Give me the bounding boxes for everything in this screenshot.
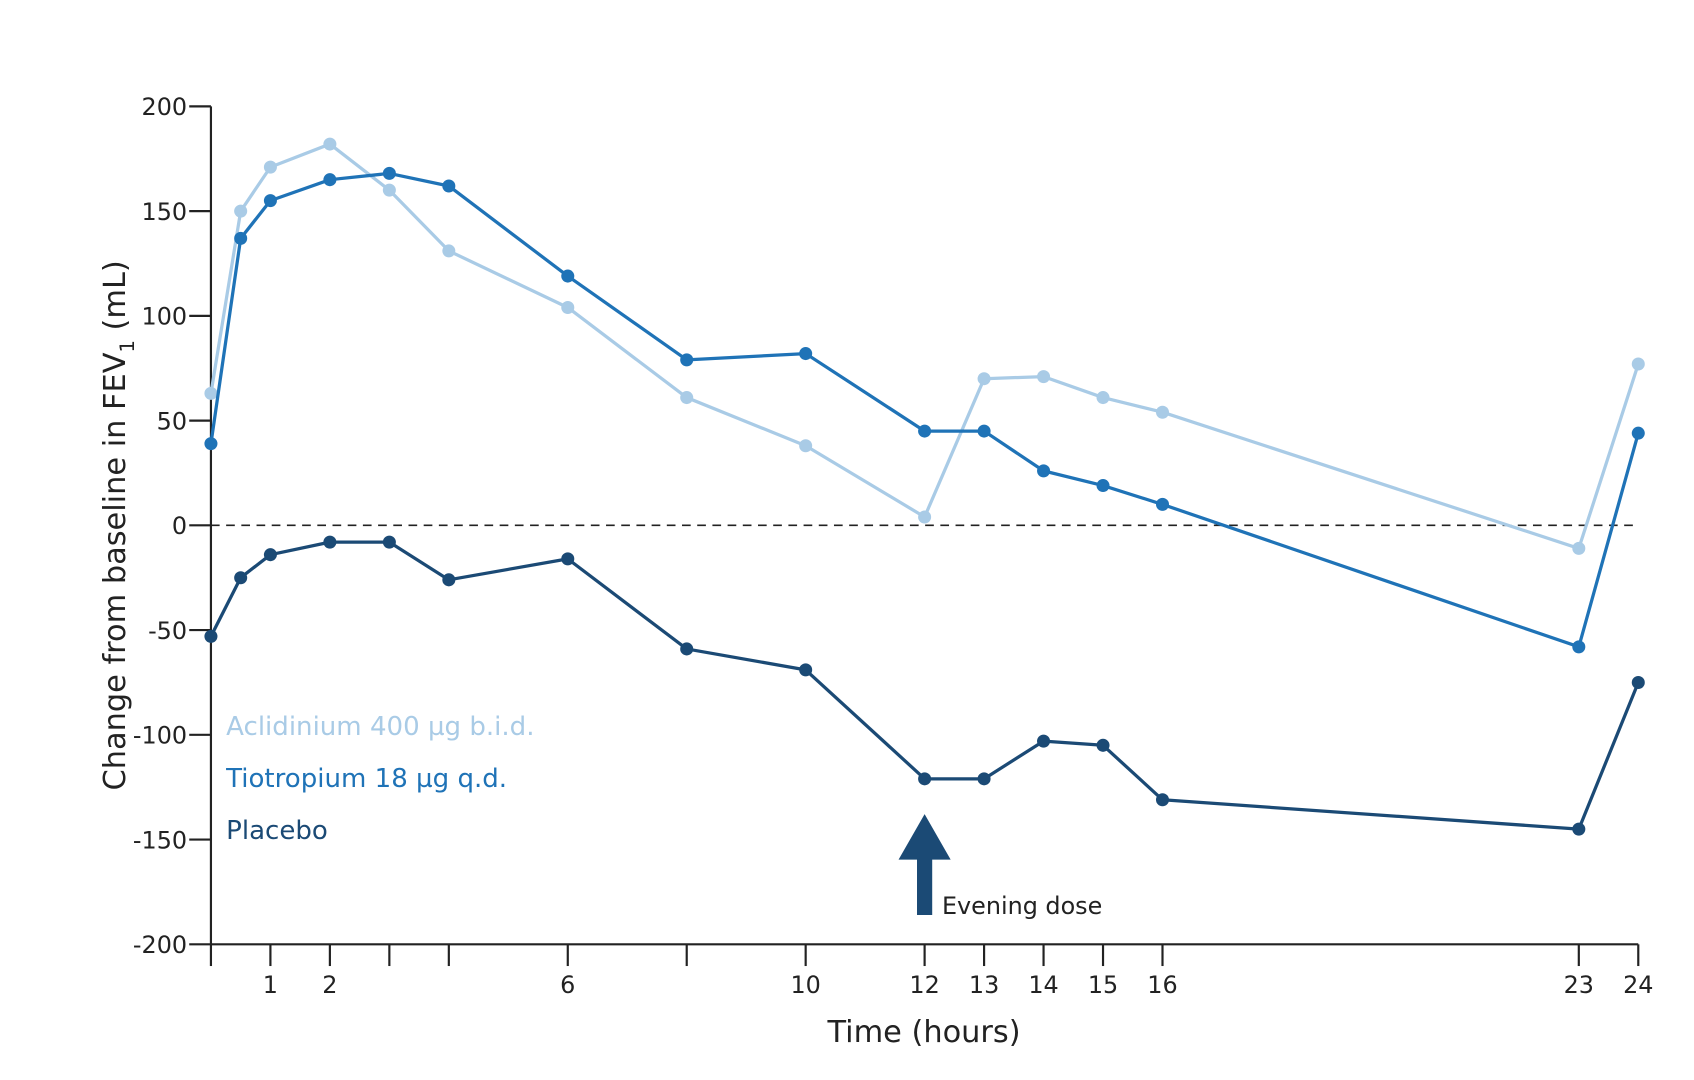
data-point — [1037, 734, 1051, 748]
x-tick-label: 1 — [263, 971, 278, 999]
series-line — [209, 540, 1640, 831]
data-point — [1096, 738, 1110, 752]
legend-entry: Aclidinium 400 µg b.i.d. — [226, 712, 534, 742]
data-point — [263, 160, 277, 174]
data-point — [680, 391, 694, 405]
data-point — [799, 663, 813, 677]
data-point — [1155, 405, 1170, 419]
y-tick-label: 200 — [142, 93, 188, 121]
legend-entry: Tiotropium 18 µg q.d. — [225, 764, 507, 794]
data-point — [977, 424, 991, 438]
y-tick-label: 100 — [142, 303, 188, 331]
data-point — [799, 347, 813, 361]
data-point — [1572, 640, 1586, 654]
legend: Aclidinium 400 µg b.i.d. Tiotropium 18 µg… — [225, 712, 534, 846]
y-tick-label: -200 — [133, 931, 187, 959]
data-point — [1155, 793, 1170, 807]
data-point — [1037, 464, 1051, 478]
legend-entry: Placebo — [226, 816, 328, 846]
data-point — [799, 439, 813, 453]
data-point — [918, 424, 932, 438]
x-tick-label: 24 — [1623, 971, 1653, 999]
data-point — [918, 510, 932, 524]
y-tick-label: 0 — [172, 512, 187, 540]
data-point — [382, 166, 396, 180]
data-point — [1631, 357, 1645, 371]
x-tick-label: 12 — [909, 971, 939, 999]
data-point — [561, 552, 575, 566]
data-point — [1096, 479, 1110, 493]
data-point — [1037, 370, 1051, 384]
x-axis-title: Time (hours) — [827, 1015, 1021, 1050]
y-tick-label: 150 — [142, 198, 188, 226]
data-point — [323, 137, 337, 151]
data-point — [234, 204, 248, 218]
evening-dose-annotation: Evening dose — [898, 814, 1102, 920]
y-tick-label: -150 — [133, 826, 187, 854]
x-tick-label: 2 — [322, 971, 337, 999]
data-point — [561, 269, 575, 283]
data-point — [1631, 675, 1645, 689]
y-axis-title: Change from baseline in FEV1 (mL) — [98, 260, 139, 790]
x-tick-label: 23 — [1564, 971, 1594, 999]
data-point — [263, 194, 277, 208]
data-point — [234, 571, 248, 585]
y-tick-label: 50 — [157, 407, 187, 435]
x-tick-label: 6 — [560, 971, 575, 999]
y-tick-label: -100 — [133, 722, 187, 750]
x-tick-label: 10 — [790, 971, 820, 999]
data-point — [204, 629, 218, 643]
data-point — [323, 535, 337, 549]
data-point — [323, 173, 337, 187]
x-tick-label: 13 — [969, 971, 999, 999]
data-point — [263, 548, 277, 562]
data-point — [234, 231, 248, 245]
y-tick-label: -50 — [148, 617, 187, 645]
data-point — [977, 772, 991, 786]
data-point — [442, 244, 456, 258]
series-line — [209, 142, 1640, 551]
data-point — [1572, 541, 1586, 555]
data-point — [1096, 391, 1110, 405]
data-point — [382, 535, 396, 549]
data-point — [442, 573, 456, 587]
series-0 — [204, 137, 1645, 555]
data-point — [1155, 497, 1170, 511]
data-point — [918, 772, 932, 786]
up-arrow-icon — [898, 814, 951, 916]
data-point — [561, 300, 575, 314]
series-2 — [204, 535, 1645, 836]
series-group — [204, 137, 1645, 836]
data-point — [977, 372, 991, 386]
x-tick-label: 15 — [1088, 971, 1118, 999]
data-point — [680, 642, 694, 656]
data-point — [382, 183, 396, 197]
x-tick-label: 14 — [1028, 971, 1058, 999]
series-1 — [204, 166, 1645, 654]
data-point — [204, 437, 218, 451]
x-tick-label: 16 — [1147, 971, 1177, 999]
annotation-label: Evening dose — [942, 892, 1102, 920]
data-point — [442, 179, 456, 193]
series-line — [209, 171, 1640, 649]
data-point — [1572, 822, 1586, 836]
data-point — [204, 386, 218, 400]
data-point — [680, 353, 694, 367]
data-point — [1631, 426, 1645, 440]
